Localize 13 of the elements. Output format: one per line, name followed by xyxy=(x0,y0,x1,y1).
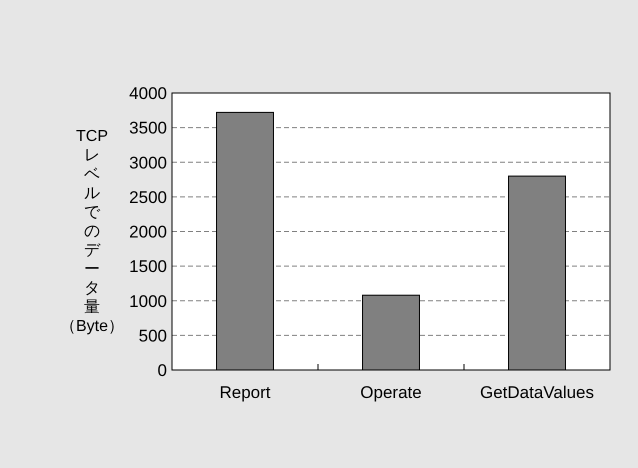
y-tick-label: 500 xyxy=(138,326,167,346)
y-tick-label: 4000 xyxy=(129,84,167,103)
y-tick-label: 2500 xyxy=(129,188,167,207)
y-tick-label: 0 xyxy=(158,361,167,380)
y-tick-label: 3500 xyxy=(129,118,167,138)
y-tick-label: 3000 xyxy=(129,153,167,172)
x-tick-label: GetDataValues xyxy=(480,383,594,402)
y-tick-label: 1500 xyxy=(129,257,167,276)
y-tick-label: 2000 xyxy=(129,222,167,242)
y-tick-label: 1000 xyxy=(129,292,167,311)
x-tick-label: Operate xyxy=(360,383,422,402)
text: TCPレベルでのデータ量（Byte） xyxy=(60,128,124,335)
x-tick-label: Report xyxy=(219,383,271,402)
